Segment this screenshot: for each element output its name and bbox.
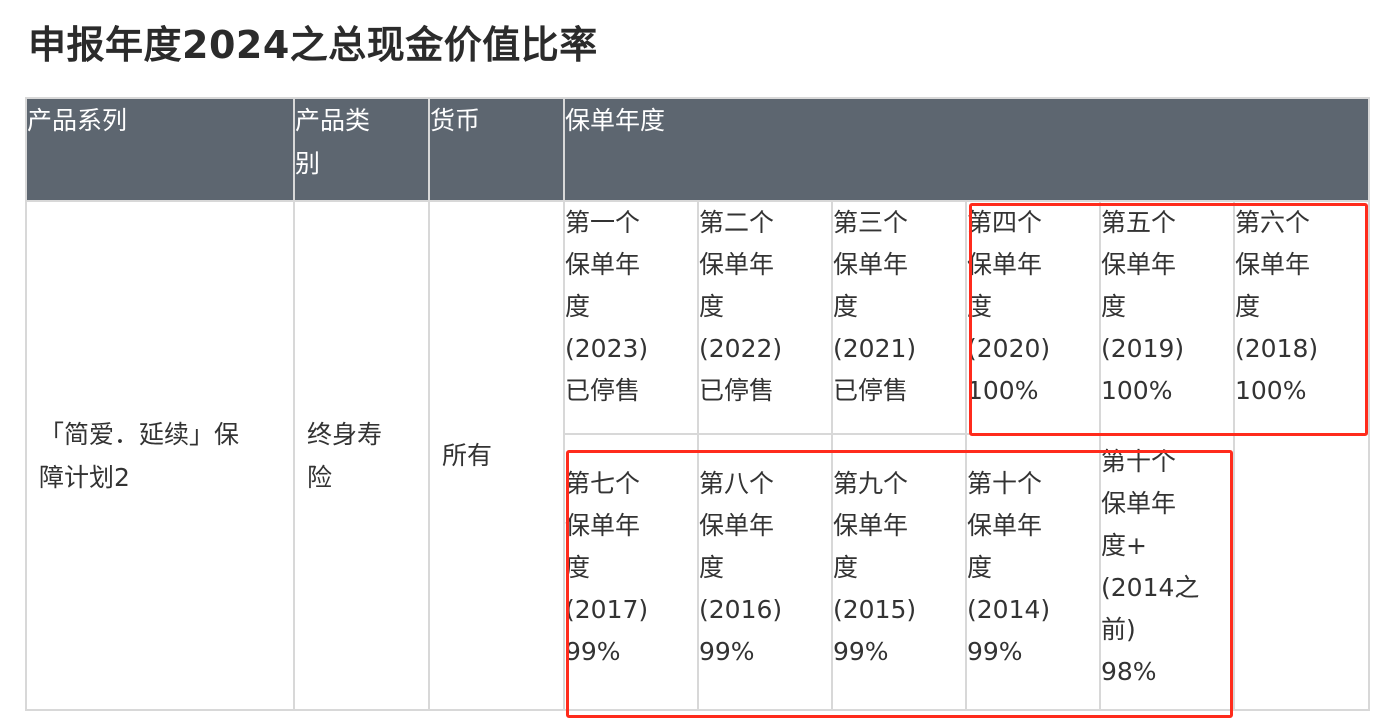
year-value: (2023) [565,334,649,363]
year-value: (2014之 [1101,573,1200,602]
year-label: 第一个 [565,208,641,237]
year-value: (2017) [565,595,649,624]
header-row: 产品系列 产品类 别 货币 保单年度 [25,97,1371,202]
year-label: 度 [967,553,993,582]
year-label: 保单年 [833,511,909,540]
year-value: (2020) [967,334,1051,363]
year-label: 保单年 [967,511,1043,540]
year-value: (2018) [1235,334,1319,363]
year-value: (2021) [833,334,917,363]
year-label: 第三个 [833,208,909,237]
page-title: 申报年度2024之总现金价值比率 [28,23,598,67]
year-label: 保单年 [967,250,1043,279]
year-label: 第九个 [833,469,909,498]
cash-value-ratio-table: 产品系列 产品类 别 货币 保单年度 「简爱．延续」保 障计划2 终身寿 险 所… [25,97,1371,711]
year-label: 保单年 [1101,250,1177,279]
year-label: 度 [699,553,725,582]
policy-year-cell-4: 第四个 保单年 度 (2020) 100% [965,200,1101,435]
year-label: 保单年 [833,250,909,279]
ratio-value: 100% [1101,376,1173,405]
year-label: 度+ [1101,531,1147,560]
policy-year-cell-11: 第十个 保单年 度+ (2014之 前) 98% [1099,433,1235,711]
year-label: 第四个 [967,208,1043,237]
ratio-value: 已停售 [699,376,775,405]
year-label: 保单年 [565,511,641,540]
ratio-value: 99% [833,637,889,666]
header-product-type-line2: 别 [295,149,321,178]
product-series-line2: 障计划2 [39,462,130,492]
cell-product-type: 终身寿 险 [293,200,430,711]
year-label: 度 [1235,292,1261,321]
ratio-value: 99% [699,637,755,666]
year-label: 度 [565,292,591,321]
year-label: 度 [967,292,993,321]
year-value: (2019) [1101,334,1185,363]
ratio-value: 已停售 [565,376,641,405]
policy-year-cell-1: 第一个 保单年 度 (2023) 已停售 [563,200,699,435]
year-label: 第七个 [565,469,641,498]
cell-currency: 所有 [428,200,565,711]
cell-product-series: 「简爱．延续」保 障计划2 [25,200,295,711]
year-label: 保单年 [565,250,641,279]
ratio-value: 100% [1235,376,1307,405]
year-value: 前) [1101,615,1136,644]
policy-year-cell-10: 第十个 保单年 度 (2014) 99% [965,433,1101,711]
policy-year-cell-3: 第三个 保单年 度 (2021) 已停售 [831,200,967,435]
year-value: (2022) [699,334,783,363]
table-row: 第七个 保单年 度 (2017) 99% 第八个 保单年 度 (2016) 99… [26,433,1371,711]
year-label: 度 [833,553,859,582]
year-value: (2014) [967,595,1051,624]
header-product-type-line1: 产品类 [295,106,371,135]
year-label: 第八个 [699,469,775,498]
ratio-value: 98% [1101,657,1157,686]
year-label: 第五个 [1101,208,1177,237]
empty-cell [1232,433,1371,711]
ratio-value: 99% [565,637,621,666]
policy-year-cell-8: 第八个 保单年 度 (2016) 99% [697,433,833,711]
ratio-value: 100% [967,376,1039,405]
header-policy-year: 保单年度 [562,97,1371,202]
header-product-type: 产品类 别 [293,97,430,202]
year-label: 度 [565,553,591,582]
policy-year-cell-7: 第七个 保单年 度 (2017) 99% [563,433,699,711]
year-label: 第十个 [1101,447,1177,476]
product-type-line1: 终身寿 [307,419,383,449]
year-label: 度 [699,292,725,321]
header-currency: 货币 [428,97,565,202]
year-label: 保单年 [1101,489,1177,518]
header-product-series: 产品系列 [25,97,295,202]
year-label: 保单年 [1235,250,1311,279]
table-row: 「简爱．延续」保 障计划2 终身寿 险 所有 第一个 保单年 度 (2023) … [25,200,1371,711]
year-label: 度 [1101,292,1127,321]
year-label: 度 [833,292,859,321]
policy-year-cell-6: 第六个 保单年 度 (2018) 100% [1232,200,1371,435]
policy-year-cell-2: 第二个 保单年 度 (2022) 已停售 [697,200,833,435]
year-label: 第十个 [967,469,1043,498]
year-label: 保单年 [699,511,775,540]
policy-year-cell-5: 第五个 保单年 度 (2019) 100% [1099,200,1235,435]
year-label: 保单年 [699,250,775,279]
product-type-line2: 险 [307,462,333,492]
ratio-value: 99% [967,637,1023,666]
product-series-line1: 「简爱．延续」保 [39,419,240,449]
year-label: 第六个 [1235,208,1311,237]
year-label: 第二个 [699,208,775,237]
ratio-value: 已停售 [833,376,909,405]
year-value: (2016) [699,595,783,624]
year-value: (2015) [833,595,917,624]
policy-year-cell-9: 第九个 保单年 度 (2015) 99% [831,433,967,711]
